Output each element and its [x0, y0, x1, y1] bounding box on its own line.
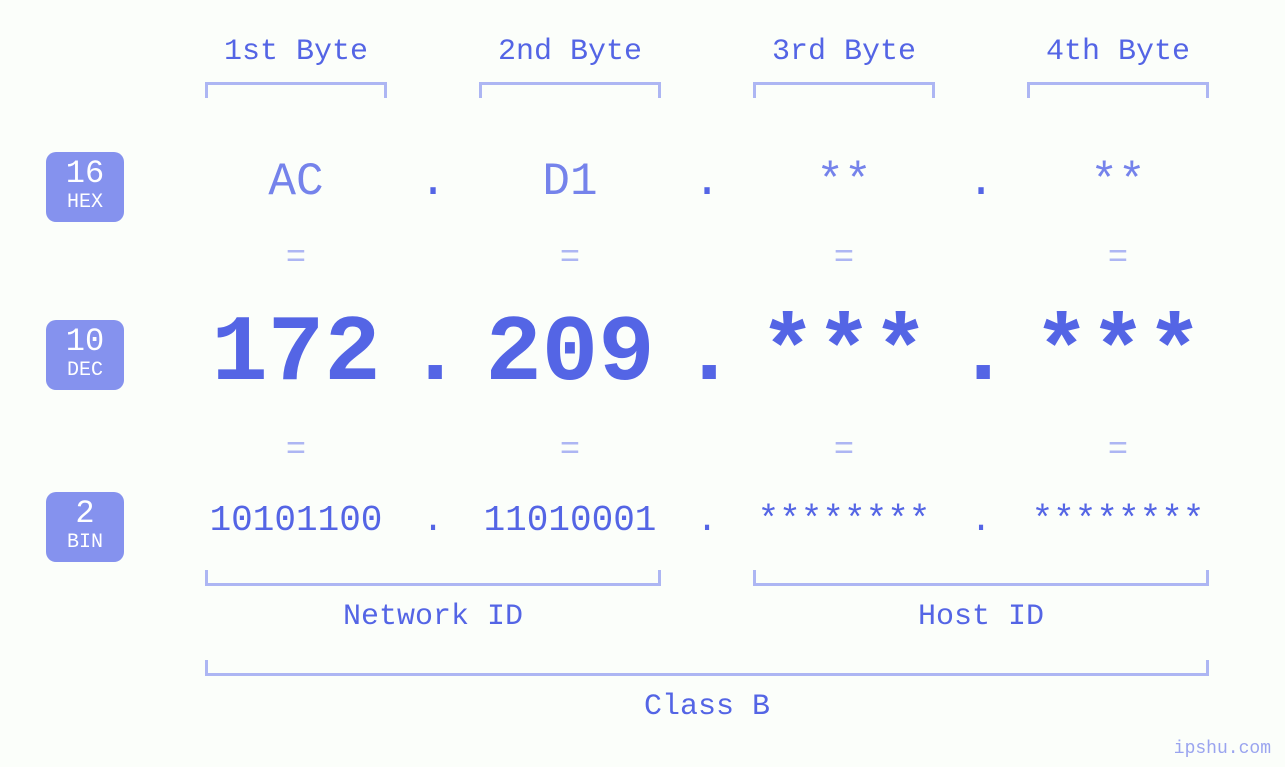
- dec-byte-4: ***: [1007, 302, 1229, 408]
- eq-2-3: =: [733, 432, 955, 470]
- header-byte-4: 4th Byte: [1007, 35, 1229, 69]
- bracket-class: [205, 660, 1209, 676]
- bracket-top-2: [479, 82, 661, 98]
- eq-2-1: =: [185, 432, 407, 470]
- bracket-top-1: [205, 82, 387, 98]
- dec-byte-3: ***: [733, 302, 955, 408]
- eq-1-3: =: [733, 240, 955, 278]
- eq-1-1: =: [185, 240, 407, 278]
- label-class: Class B: [205, 690, 1209, 724]
- row-dec: 172 . 209 . *** . ***: [185, 302, 1229, 408]
- dec-byte-2: 209: [459, 302, 681, 408]
- badge-dec-abbr: DEC: [46, 360, 124, 382]
- bracket-top-3: [753, 82, 935, 98]
- dec-dot-1: .: [407, 302, 459, 408]
- hex-byte-2: D1: [459, 156, 681, 208]
- bin-byte-1: 10101100: [185, 500, 407, 541]
- label-network: Network ID: [205, 600, 661, 634]
- header-byte-1: 1st Byte: [185, 35, 407, 69]
- hex-byte-1: AC: [185, 156, 407, 208]
- hex-dot-2: .: [681, 156, 733, 208]
- badge-bin: 2 BIN: [46, 492, 124, 562]
- bin-dot-3: .: [955, 500, 1007, 541]
- watermark: ipshu.com: [1174, 739, 1271, 759]
- label-host: Host ID: [753, 600, 1209, 634]
- hex-dot-1: .: [407, 156, 459, 208]
- bin-dot-1: .: [407, 500, 459, 541]
- hex-dot-3: .: [955, 156, 1007, 208]
- bin-byte-2: 11010001: [459, 500, 681, 541]
- badge-hex-num: 16: [46, 158, 124, 190]
- badge-bin-abbr: BIN: [46, 532, 124, 554]
- row-hex: AC . D1 . ** . **: [185, 156, 1229, 208]
- dec-dot-2: .: [681, 302, 733, 408]
- dec-dot-3: .: [955, 302, 1007, 408]
- badge-hex: 16 HEX: [46, 152, 124, 222]
- bin-dot-2: .: [681, 500, 733, 541]
- badge-dec-num: 10: [46, 326, 124, 358]
- row-eq-2: = = = =: [185, 432, 1229, 470]
- header-byte-3: 3rd Byte: [733, 35, 955, 69]
- row-bin: 10101100 . 11010001 . ******** . *******…: [185, 500, 1229, 541]
- bin-byte-4: ********: [1007, 500, 1229, 541]
- badge-hex-abbr: HEX: [46, 192, 124, 214]
- dec-byte-1: 172: [185, 302, 407, 408]
- eq-2-4: =: [1007, 432, 1229, 470]
- hex-byte-3: **: [733, 156, 955, 208]
- hex-byte-4: **: [1007, 156, 1229, 208]
- bin-byte-3: ********: [733, 500, 955, 541]
- bracket-top-4: [1027, 82, 1209, 98]
- eq-1-4: =: [1007, 240, 1229, 278]
- badge-dec: 10 DEC: [46, 320, 124, 390]
- header-byte-2: 2nd Byte: [459, 35, 681, 69]
- badge-bin-num: 2: [46, 498, 124, 530]
- bracket-host: [753, 570, 1209, 586]
- row-eq-1: = = = =: [185, 240, 1229, 278]
- eq-1-2: =: [459, 240, 681, 278]
- bracket-network: [205, 570, 661, 586]
- ip-diagram: 1st Byte 2nd Byte 3rd Byte 4th Byte 16 H…: [0, 0, 1285, 767]
- eq-2-2: =: [459, 432, 681, 470]
